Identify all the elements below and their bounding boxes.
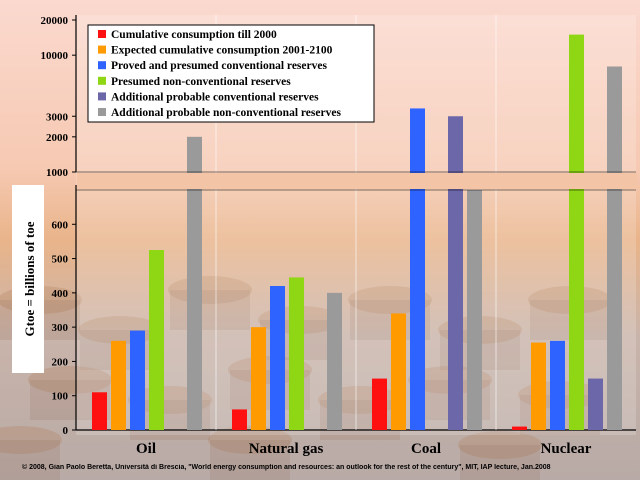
- bars: [76, 34, 637, 431]
- legend-label: Presumed non-conventional reserves: [111, 76, 291, 88]
- axis-break-band: [77, 173, 637, 189]
- y-lower-tick-label: 600: [52, 219, 69, 231]
- legend-swatch: [98, 76, 106, 85]
- bar-oil-series-1: [92, 392, 107, 430]
- bar-natural-gas-series-6: [327, 292, 342, 430]
- bar-oil-series-3: [130, 330, 145, 430]
- category-label: Oil: [136, 441, 156, 457]
- legend-swatch: [98, 61, 106, 70]
- legend-swatch: [98, 45, 106, 54]
- legend-label: Additional probable non-conventional res…: [111, 107, 341, 119]
- bar-natural-gas-series-2: [251, 327, 266, 430]
- bar-natural-gas-series-3: [270, 286, 285, 430]
- y-axis-title-box: Gtoe = billions of toe: [12, 185, 44, 373]
- legend-box: [87, 24, 375, 123]
- y-lower-tick-label: 100: [52, 391, 69, 403]
- bar-oil-series-4: [149, 250, 164, 430]
- bar-nuclear-series-3: [550, 340, 565, 430]
- bar-natural-gas-series-4: [289, 277, 304, 430]
- bar-coal-series-6: [467, 190, 482, 430]
- category-labels: Oil Natural gas Coal Nuclear: [136, 441, 592, 457]
- bar-coal-series-5: [448, 116, 463, 430]
- y-axis-title: Gtoe = billions of toe: [22, 221, 37, 336]
- legend-label: Additional probable conventional reserve…: [111, 91, 319, 103]
- legend-label: Cumulative consumption till 2000: [111, 29, 277, 41]
- bar-nuclear-series-6: [607, 66, 622, 431]
- bar-nuclear-series-1: [512, 426, 527, 430]
- bar-oil-series-2: [111, 340, 126, 430]
- bar-coal-series-3: [410, 108, 425, 430]
- y-lower-tick-label: 200: [52, 356, 69, 368]
- y-lower-tick-label: 400: [52, 288, 69, 300]
- y-lower-tick-label: 0: [63, 425, 69, 437]
- legend-swatch: [98, 92, 106, 101]
- y-lower-tick-label: 300: [52, 322, 69, 334]
- bar-nuclear-series-4: [569, 34, 584, 431]
- legend-swatch: [98, 30, 106, 38]
- legend-label: Expected cumulative consumption 2001-210…: [111, 45, 333, 57]
- y-lower-tick-label: 500: [52, 254, 69, 266]
- bar-oil-series-6: [187, 136, 202, 430]
- category-label: Coal: [411, 441, 441, 457]
- bar-nuclear-series-2: [531, 342, 546, 430]
- y-upper-tick-label: 20000: [41, 15, 69, 27]
- y-upper-tick-label: 3000: [46, 111, 69, 123]
- footer-credit: © 2008, Gian Paolo Beretta, Università d…: [22, 464, 551, 471]
- legend: Cumulative consumption till 2000 Expected…: [87, 24, 375, 123]
- y-upper-tick-label: 1000: [46, 167, 69, 179]
- y-upper-tick-label: 10000: [41, 50, 69, 62]
- bar-natural-gas-series-1: [232, 409, 247, 430]
- category-label: Nuclear: [541, 441, 592, 457]
- bar-coal-series-1: [372, 378, 387, 430]
- legend-swatch: [98, 108, 106, 116]
- bar-nuclear-series-5: [588, 378, 603, 430]
- legend-label: Proved and presumed conventional reserve…: [111, 60, 327, 72]
- y-upper-tick-label: 2000: [46, 132, 69, 144]
- bar-coal-series-2: [391, 313, 406, 430]
- category-label: Natural gas: [249, 441, 324, 457]
